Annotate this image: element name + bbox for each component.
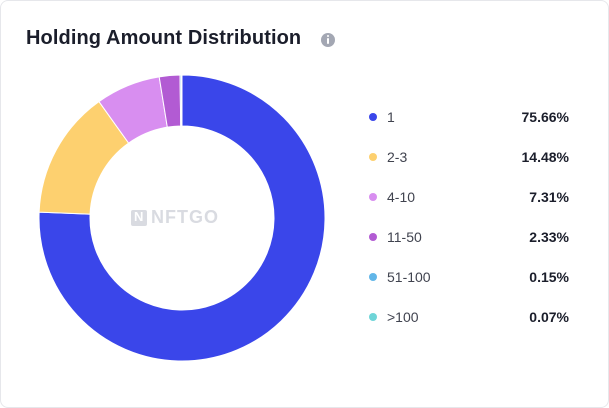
nftgo-watermark: NFTGO: [131, 207, 219, 228]
nftgo-logo-icon: [131, 209, 147, 226]
legend-swatch: [369, 153, 377, 161]
donut-chart: [39, 75, 326, 362]
legend-swatch: [369, 273, 377, 281]
legend-item[interactable]: 51-100 0.15%: [369, 257, 569, 297]
legend-percentage: 0.15%: [529, 269, 569, 285]
legend-swatch: [369, 113, 377, 121]
legend-swatch: [369, 193, 377, 201]
legend-item[interactable]: 11-50 2.33%: [369, 217, 569, 257]
watermark-text: NFTGO: [151, 207, 219, 227]
legend-swatch: [369, 233, 377, 241]
legend-label: 4-10: [387, 189, 416, 205]
legend-item[interactable]: 1 75.66%: [369, 97, 569, 137]
legend-swatch: [369, 313, 377, 321]
donut-slice-0[interactable]: [39, 75, 326, 362]
legend-percentage: 0.07%: [529, 309, 569, 325]
chart-title: Holding Amount Distribution: [26, 27, 302, 49]
legend-percentage: 7.31%: [529, 189, 569, 205]
legend-label: 1: [387, 109, 395, 125]
legend-percentage: 2.33%: [529, 229, 569, 245]
legend-item[interactable]: >100 0.07%: [369, 297, 569, 337]
legend-percentage: 14.48%: [521, 149, 569, 165]
legend-label: >100: [387, 309, 419, 325]
legend-percentage: 75.66%: [521, 109, 569, 125]
info-icon[interactable]: [321, 33, 335, 47]
legend-label: 11-50: [387, 229, 422, 245]
legend-label: 2-3: [387, 149, 408, 165]
legend-label: 51-100: [387, 269, 431, 285]
legend-item[interactable]: 4-10 7.31%: [369, 177, 569, 217]
legend-item[interactable]: 2-3 14.48%: [369, 137, 569, 177]
donut-slice-5[interactable]: [180, 75, 183, 127]
